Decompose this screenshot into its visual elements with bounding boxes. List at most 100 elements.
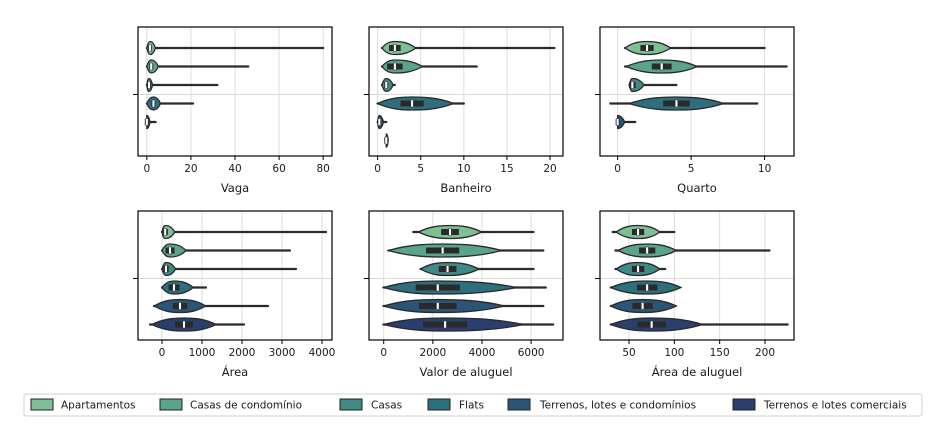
violin-median [147,81,151,89]
violin-quarto-terrenos-lotes-e-condominios [615,114,637,130]
violin-median [172,283,176,292]
violin-median [443,320,447,329]
violin-vaga-casas-de-condominio [145,59,250,74]
x-tick-label: 0 [614,163,621,175]
legend-swatch-apartamentos [30,398,54,411]
violin-banheiro-casas [380,77,396,93]
legend-frame [23,393,923,417]
x-tick-label: 200 [755,347,775,359]
violin-vaga-apartamentos [145,40,325,56]
violin-body [616,114,626,130]
panel-frame [599,26,795,157]
violin-banheiro-terrenos-lotes-e-condominios [376,114,388,130]
violin-median [384,81,388,89]
violin-area-flats [160,280,208,295]
legend-label-terrenos-lotes-condominios: Terrenos, lotes e condomínios [539,400,696,412]
violin-median [148,44,152,52]
x-axis-label: Banheiro [440,181,491,195]
violin-area-de-aluguel-flats [609,280,683,295]
violin-area-casas-de-condominio [160,243,292,258]
x-tick-label: 15 [500,163,513,175]
panel-frame [368,26,564,157]
violin-median [660,62,664,71]
x-tick-label: 2000 [419,347,446,359]
legend-swatch-flats [427,398,451,411]
violin-median [182,320,186,329]
violin-quarto-apartamentos [623,40,766,56]
violin-median [448,228,452,236]
legend-label-apartamentos: Apartamentos [61,400,136,412]
violin-median [168,246,172,255]
violin-median [636,228,640,236]
violin-median [393,44,397,52]
x-tick-label: 0 [159,347,166,359]
panel-area: 0 1000 2000 3000 4000 Área [133,210,335,379]
panel-vaga: 0 20 40 60 80 Vaga [133,26,333,195]
legend-label-casas-de-condominio: Casas de condomínio [190,400,302,412]
violin-vaga-terrenos-lotes-e-condominios [144,114,157,130]
legend-swatch-terrenos-lotes-comerciais [732,398,756,411]
legend-label-flats: Flats [459,400,484,412]
x-axis-label: Quarto [677,181,717,195]
violin-median [393,62,397,71]
violin-median [145,118,149,126]
violin-median [641,302,645,310]
x-tick-label: 4000 [469,347,496,359]
panel-valor-de-aluguel: 0 2000 4000 6000 Valor de aluguel [364,210,564,379]
violin-median [446,265,450,273]
violin-median [650,320,654,329]
violin-area-de-aluguel-casas-de-condominio [614,243,771,258]
panel-banheiro: 0 5 10 15 20 Banheiro [364,26,564,195]
x-tick-label: 0 [143,163,150,175]
panel-area-de-aluguel: 50 100 150 200 Área de aluguel [595,210,795,379]
x-tick-label: 0 [380,347,387,359]
violin-median [645,44,649,52]
x-tick-label: 60 [272,163,285,175]
violin-median [384,136,388,145]
x-tick-label: 40 [228,163,241,175]
x-axis-label: Vaga [221,181,249,195]
violin-valor-de-aluguel-terrenos-e-lotes-comerciais [381,317,555,332]
violin-area-apartamentos [160,224,328,240]
violin-valor-de-aluguel-casas [419,261,535,277]
legend-label-casas: Casas [371,400,402,412]
violin-banheiro-casas-de-condominio [380,59,478,74]
violin-vaga-casas [145,77,219,93]
violin-valor-de-aluguel-flats [381,280,547,295]
x-axis-label: Área de aluguel [652,364,743,379]
violin-area-de-aluguel-terrenos-e-lotes-comerciais [609,317,789,332]
x-tick-label: 10 [457,163,470,175]
violin-area-de-aluguel-casas [614,261,667,277]
violin-median [151,99,155,108]
violin-area-terrenos-e-lotes-comerciais [148,317,246,332]
violin-quarto-casas [628,77,678,93]
violin-median [377,118,381,126]
violin-median [636,265,640,273]
x-tick-label: 3000 [269,347,296,359]
violin-median [616,118,620,126]
legend-label-terrenos-lotes-comerciais: Terrenos e lotes comerciais [763,400,907,412]
violin-median [436,283,440,292]
violin-valor-de-aluguel-terrenos-lotes-e-condominios [381,298,545,314]
x-tick-label: 5 [688,163,695,175]
x-tick-label: 20 [543,163,556,175]
violin-median [164,265,168,273]
x-tick-label: 150 [710,347,730,359]
x-axis-label: Valor de aluguel [419,365,512,379]
x-tick-label: 10 [758,163,771,175]
violin-quarto-flats [609,96,759,111]
x-tick-label: 100 [664,347,684,359]
x-tick-label: 2000 [229,347,256,359]
x-axis-label: Área [222,364,248,379]
panel-frame [599,210,795,341]
x-tick-label: 50 [622,347,635,359]
violin-median [630,81,634,89]
violin-vaga-flats [145,96,195,111]
violin-banheiro-flats [376,96,465,111]
violin-median [645,283,649,292]
violin-median [436,302,440,310]
legend-swatch-casas [339,398,363,411]
violin-area-de-aluguel-terrenos-lotes-e-condominios [609,298,678,314]
violin-area-de-aluguel-apartamentos [611,224,676,240]
